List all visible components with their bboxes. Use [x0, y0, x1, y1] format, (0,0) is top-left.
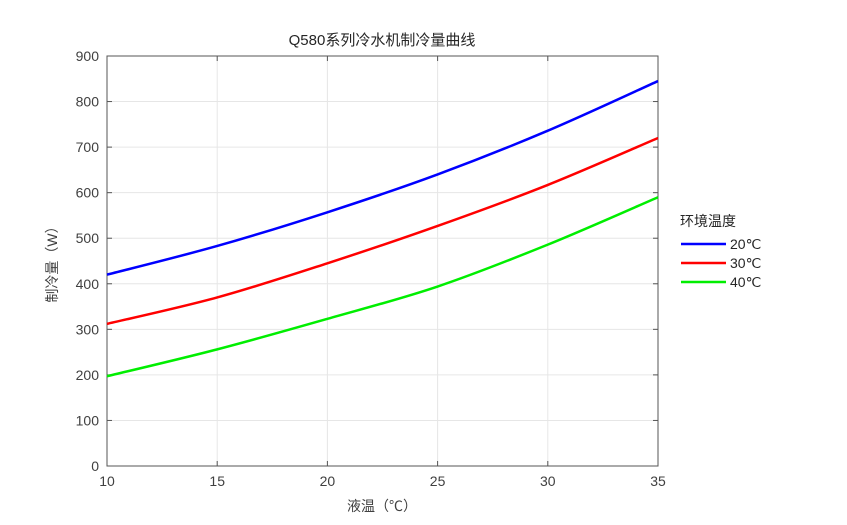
y-tick-label: 600	[76, 185, 100, 201]
x-tick-label: 20	[320, 473, 336, 489]
y-tick-label: 800	[76, 94, 100, 110]
tick-labels: 10 15 20 25 30 35 0 100 200 300 400 500 600 700 800 900	[76, 48, 666, 489]
plot-box	[106, 55, 659, 467]
axis-ticks	[106, 55, 659, 467]
series-line-30℃	[106, 136, 659, 326]
data-series	[106, 79, 659, 378]
x-tick-label: 15	[209, 473, 225, 489]
x-tick-label: 30	[540, 473, 556, 489]
x-axis-label: 液温（℃）	[347, 498, 417, 514]
series-line-20℃	[106, 79, 659, 276]
y-tick-label: 200	[76, 367, 100, 383]
y-tick-label: 400	[76, 276, 100, 292]
y-axis-label: 制冷量（W）	[44, 219, 60, 302]
legend: 20℃ 30℃ 40℃	[681, 236, 761, 290]
y-tick-label: 0	[91, 458, 99, 474]
legend-label-40℃: 40℃	[730, 274, 761, 290]
y-tick-label: 900	[76, 48, 100, 64]
legend-label-20℃: 20℃	[730, 236, 761, 252]
y-tick-label: 300	[76, 321, 100, 337]
x-tick-label: 25	[430, 473, 446, 489]
legend-label-30℃: 30℃	[730, 255, 761, 271]
y-tick-label: 100	[76, 412, 100, 428]
x-tick-label: 10	[99, 473, 115, 489]
axes-box	[106, 55, 659, 467]
chart-title: Q580系列冷水机制冷量曲线	[289, 32, 476, 49]
legend-title: 环境温度	[680, 213, 736, 229]
y-tick-label: 500	[76, 230, 100, 246]
x-tick-label: 35	[650, 473, 666, 489]
y-tick-label: 700	[76, 139, 100, 155]
series-line-40℃	[106, 196, 659, 378]
